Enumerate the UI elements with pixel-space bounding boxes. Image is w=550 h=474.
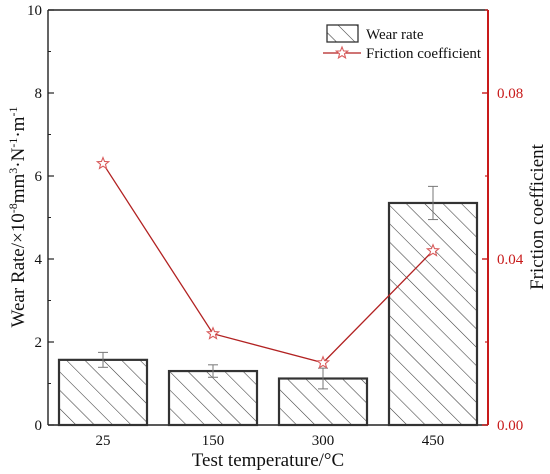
friction-line [95, 156, 441, 369]
error-bar-450 [428, 185, 438, 221]
right-y-axis-title: Friction coefficient [527, 143, 548, 290]
right-axis-ticks: 0.00 0.04 0.08 [482, 9, 524, 434]
right-tick-label-0.04: 0.04 [497, 252, 524, 268]
legend-wear-rate-label: Wear rate [366, 27, 424, 43]
error-bar-300 [318, 367, 328, 390]
left-y-axis-title: Wear Rate/×10-8mm3·N-1·m-1 [6, 107, 29, 328]
bar-450 [387, 201, 479, 427]
left-axis-ticks: 0 2 4 6 8 10 [27, 3, 54, 434]
left-tick-label-4: 4 [35, 252, 43, 268]
right-tick-label-0.08: 0.08 [497, 86, 523, 102]
friction-point-300 [315, 355, 331, 369]
legend: Wear rate Friction coefficient [323, 24, 482, 62]
wear-rate-bars [57, 201, 479, 427]
left-tick-label-8: 8 [35, 86, 43, 102]
friction-point-450 [425, 243, 441, 257]
friction-line-path [102, 163, 434, 364]
x-tick-label-150: 150 [202, 433, 225, 449]
legend-friction-label: Friction coefficient [366, 46, 482, 62]
friction-point-150 [205, 326, 221, 340]
left-tick-label-6: 6 [35, 169, 43, 185]
x-tick-label-450: 450 [422, 433, 445, 449]
error-bar-25 [98, 351, 108, 368]
friction-point-25 [95, 156, 111, 170]
bar-25 [57, 358, 149, 427]
wear-rate-error-bars [98, 185, 438, 390]
legend-bar-swatch [326, 24, 359, 43]
bar-150 [167, 369, 259, 427]
x-axis-title: Test temperature/°C [192, 450, 344, 471]
x-tick-label-25: 25 [96, 433, 111, 449]
left-tick-label-10: 10 [27, 3, 42, 19]
right-tick-label-0.00: 0.00 [497, 418, 523, 434]
left-tick-label-2: 2 [35, 335, 43, 351]
x-axis-ticks: 25 150 300 450 [96, 433, 445, 449]
legend-star-marker [334, 45, 350, 60]
x-tick-label-300: 300 [312, 433, 335, 449]
error-bar-150 [208, 364, 218, 378]
left-tick-label-0: 0 [35, 418, 43, 434]
